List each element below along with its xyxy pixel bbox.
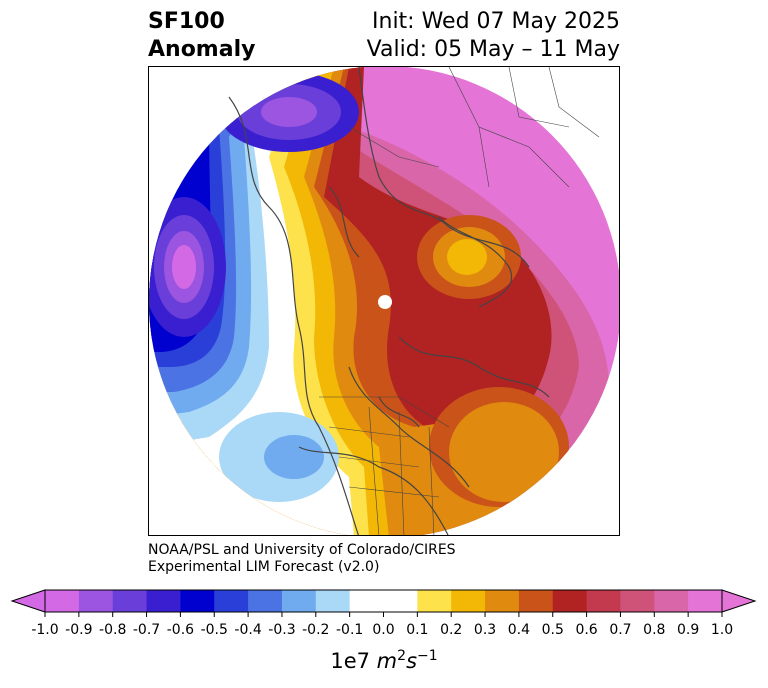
colorbar-cell xyxy=(485,590,520,612)
colorbar-tick-label: 0.6 xyxy=(575,622,597,638)
map-title: SF100 Anomaly xyxy=(148,8,255,64)
colorbar-cell xyxy=(349,590,384,612)
colorbar-cell xyxy=(112,590,148,612)
colorbar-tick-label: -0.1 xyxy=(336,622,363,638)
title-anomaly: Anomaly xyxy=(148,37,256,62)
colorbar-tick-label: -0.7 xyxy=(133,622,160,638)
credit-line-1: NOAA/PSL and University of Colorado/CIRE… xyxy=(148,542,456,558)
polar-map xyxy=(149,67,619,535)
colorbar-tick-label: 0.1 xyxy=(406,622,428,638)
colorbar-tick-label: 0.4 xyxy=(508,622,530,638)
colorbar-tick-label: 0.0 xyxy=(372,622,394,638)
colorbar-cell xyxy=(281,590,317,612)
colorbar-tick-label: 0.8 xyxy=(643,622,665,638)
credit-line-2: Experimental LIM Forecast (v2.0) xyxy=(148,559,380,575)
unit-prefix: 1e7 xyxy=(330,649,377,673)
colorbar-cell xyxy=(383,590,418,612)
colorbar-cell xyxy=(654,590,689,612)
colorbar-tick-label: -0.6 xyxy=(167,622,194,638)
colorbar-cell xyxy=(248,590,283,612)
political-borders xyxy=(319,67,600,535)
colorbar-cell xyxy=(688,590,723,612)
valid-range: Valid: 05 May – 11 May xyxy=(366,37,620,62)
anomaly-field xyxy=(149,67,619,535)
colorbar-cell xyxy=(78,590,114,612)
title-variable: SF100 xyxy=(148,9,225,34)
colorbar-unit-label: 1e7 m2s−1 xyxy=(0,648,768,673)
colorbar-cell xyxy=(315,590,351,612)
init-date: Init: Wed 07 May 2025 xyxy=(372,9,620,34)
colorbar-tick-label: 0.7 xyxy=(609,622,631,638)
forecast-dates: Init: Wed 07 May 2025 Valid: 05 May – 11… xyxy=(367,8,620,64)
colorbar-tick-label: 0.9 xyxy=(677,622,699,638)
colorbar-extend-high xyxy=(721,589,757,613)
colorbar-tick-label: 0.5 xyxy=(542,622,564,638)
colorbar-tick-label: 0.2 xyxy=(440,622,462,638)
colorbar-cell xyxy=(45,590,80,612)
unit-m-exp: 2 xyxy=(397,648,407,664)
colorbar-cells xyxy=(44,589,723,613)
colorbar-cell xyxy=(518,590,554,612)
colorbar-cell xyxy=(214,590,249,612)
colorbar-tick-label: -0.2 xyxy=(302,622,329,638)
colorbar-tick-label: -0.3 xyxy=(268,622,295,638)
colorbar-tick-label: -0.9 xyxy=(65,622,92,638)
colorbar-tick-label: -0.4 xyxy=(234,622,261,638)
unit-s-exp: −1 xyxy=(417,648,438,664)
colorbar-tick-label: -0.5 xyxy=(201,622,228,638)
colorbar-tick-label: 0.3 xyxy=(474,622,496,638)
colorbar-cell xyxy=(552,590,588,612)
unit-m: m xyxy=(376,649,398,673)
map-panel xyxy=(148,66,620,536)
colorbar-tick-label: -0.8 xyxy=(99,622,126,638)
colorbar-cell xyxy=(451,590,486,612)
unit-s: s xyxy=(406,649,418,673)
colorbar-cell xyxy=(146,590,181,612)
colorbar-cell xyxy=(417,590,452,612)
credit-text: NOAA/PSL and University of Colorado/CIRE… xyxy=(148,542,456,576)
colorbar-cell xyxy=(180,590,215,612)
colorbar-cell xyxy=(620,590,655,612)
colorbar-ticks: -1.0 -0.9 -0.8 -0.7 -0.6 -0.5 -0.4 -0.3 -0.2 -0.1… xyxy=(31,612,733,638)
colorbar: -1.0 -0.9 -0.8 -0.7 -0.6 -0.5 -0.4 -0.3 -0.2 -0.1… xyxy=(10,589,757,638)
colorbar-cell xyxy=(586,590,621,612)
colorbar-extend-low xyxy=(10,589,46,613)
coastlines xyxy=(228,67,550,535)
colorbar-tick-label: 1.0 xyxy=(711,622,733,638)
colorbar-tick-label: -1.0 xyxy=(31,622,58,638)
